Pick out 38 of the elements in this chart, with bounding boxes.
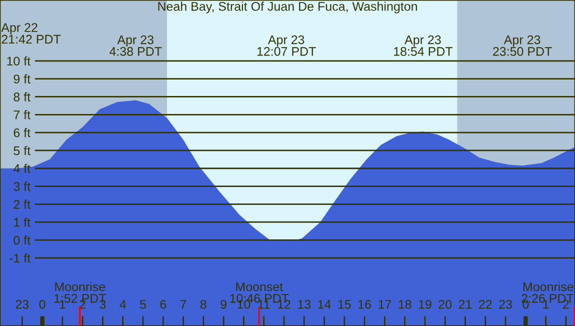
x-tick-label: 14: [318, 300, 331, 309]
x-tick-label: 18: [398, 300, 412, 309]
x-tick-label: 1: [543, 300, 549, 309]
x2-tick-label: Apr 23 12:07 PDT: [257, 35, 316, 56]
chart-title: Neah Bay, Strait Of Juan De Fuca, Washington: [158, 2, 417, 14]
y-tick-label: 10 ft: [7, 56, 30, 66]
x-tick-label: 17: [378, 300, 391, 309]
x-tick-label: 21: [458, 300, 472, 309]
y-tick-label: 6 ft: [14, 128, 30, 138]
x-tick-label: 20: [438, 300, 452, 309]
y-tick-label: 3 ft: [14, 182, 30, 191]
x-tick-label: 8: [200, 300, 206, 309]
x-tick-label: 22: [479, 300, 492, 309]
x-tick-label: 6: [160, 300, 166, 309]
y-tick-label: 2 ft: [14, 200, 30, 209]
x-tick-label: 7: [180, 300, 186, 309]
x-tick-label: 23: [16, 300, 29, 309]
x-tick-label: 23: [499, 300, 512, 309]
x-tick-label: 13: [298, 300, 311, 309]
y-tick-label: 9 ft: [14, 74, 30, 84]
y-tick-label: 0 ft: [14, 236, 30, 245]
y-tick-label: 4 ft: [13, 164, 30, 173]
y-tick-label: 8 ft: [14, 92, 30, 102]
y-tick-label: -1 ft: [10, 253, 30, 263]
x-tick-label: 19: [418, 300, 432, 309]
x2-tick-label: Apr 23 18:54 PDT: [394, 35, 453, 56]
x-tick-label: 0: [39, 300, 46, 309]
y-tick-label: 1 ft: [14, 218, 30, 227]
annotation: Apr 22 21:42 PDT: [1, 23, 61, 44]
x2-tick-label: Apr 23 23:50 PDT: [493, 35, 552, 56]
x-tick-label: 4: [120, 300, 126, 309]
x-tick-label: 15: [338, 300, 351, 309]
x-tick-label: 16: [358, 300, 371, 309]
y-tick-label: 7 ft: [14, 110, 30, 120]
x-tick-label: 9: [220, 300, 226, 309]
y-tick-label: 5 ft: [14, 146, 30, 156]
x2-tick-label: Apr 23 4:38 PDT: [110, 35, 162, 56]
x-tick-label: 5: [140, 300, 146, 309]
